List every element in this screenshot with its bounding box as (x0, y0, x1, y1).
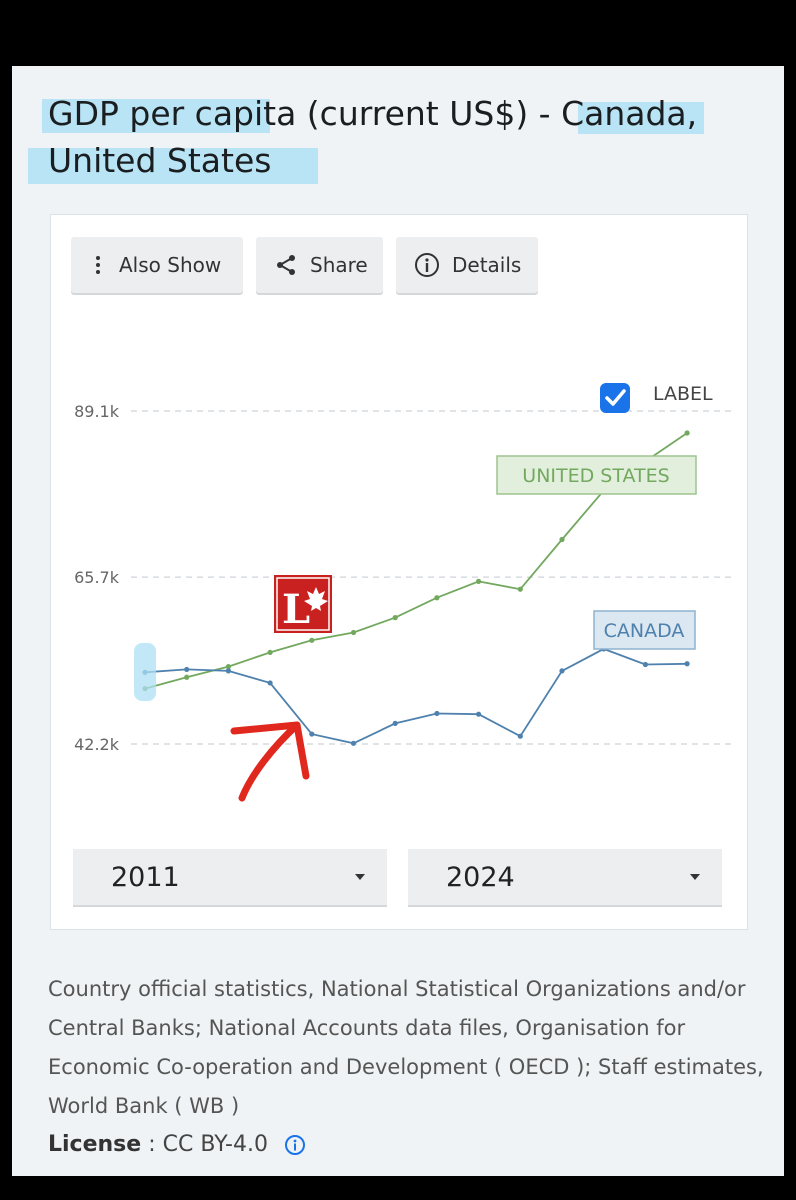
data-point-canada[interactable] (184, 666, 190, 673)
data-point-canada[interactable] (267, 680, 273, 686)
title-highlight (28, 148, 318, 184)
series-label-us-text: UNITED STATES (522, 465, 669, 487)
logo-overlay: L (274, 575, 332, 633)
data-point-canada[interactable] (684, 661, 690, 667)
data-point-united-states[interactable] (517, 586, 523, 592)
data-point-united-states[interactable] (184, 674, 190, 680)
y-tick-label: 65.7k (74, 568, 120, 587)
dropdown-caret-icon (355, 874, 365, 880)
start-year-value: 2011 (111, 861, 180, 893)
share-label: Share (310, 253, 368, 277)
title-block: GDP per capita (current US$) - Canada, U… (28, 90, 748, 184)
share-button[interactable]: Share (256, 237, 383, 293)
data-point-canada[interactable] (350, 740, 357, 746)
data-point-united-states[interactable] (225, 664, 231, 670)
line-chart: 89.1k 65.7k 42.2k LABEL UNITED STATES CANA… (74, 383, 733, 802)
data-point-united-states[interactable] (684, 430, 690, 436)
data-point-united-states[interactable] (559, 536, 565, 543)
license-line: License : CC BY-4.0 (48, 1132, 306, 1157)
y-tick-label: 42.2k (74, 735, 120, 754)
data-point-canada[interactable] (434, 710, 440, 717)
data-point-united-states[interactable] (476, 578, 482, 585)
end-year-value: 2024 (446, 861, 515, 893)
also-show-button[interactable]: Also Show (71, 237, 243, 293)
chart-card: Also Show Share Details 89.1k 65.7k 42.2k (50, 214, 748, 930)
maple-leaf-icon (304, 587, 328, 611)
details-label: Details (452, 253, 522, 277)
start-highlight (134, 643, 156, 701)
info-icon (415, 253, 439, 277)
data-point-united-states[interactable] (267, 649, 273, 656)
data-point-canada[interactable] (392, 720, 398, 727)
title-line-2: United States (48, 141, 272, 180)
data-point-united-states[interactable] (309, 637, 315, 643)
license-separator: : (141, 1132, 163, 1157)
title-line-1: GDP per capita (current US$) - Canada, (48, 94, 698, 133)
series-line-united-states (144, 432, 688, 690)
license-value: CC BY-4.0 (162, 1132, 268, 1157)
series-label-us: UNITED STATES (496, 455, 697, 495)
annotation-arrow (230, 721, 310, 802)
page-title: GDP per capita (current US$) - Canada, U… (48, 90, 748, 184)
label-toggle[interactable]: LABEL (600, 383, 713, 413)
check-icon (605, 389, 626, 406)
data-point-canada[interactable] (476, 711, 482, 717)
license-label: License (48, 1132, 142, 1157)
share-icon (277, 255, 295, 275)
series-line-canada (144, 647, 688, 745)
dropdown-caret-icon (690, 874, 700, 880)
logo-letter: L (282, 586, 310, 633)
data-point-canada[interactable] (642, 661, 649, 668)
data-point-canada[interactable] (559, 668, 565, 674)
details-button[interactable]: Details (396, 237, 538, 293)
y-tick-label: 89.1k (74, 402, 120, 421)
start-year-select[interactable]: 2011 (73, 849, 387, 905)
license-info-icon[interactable] (284, 1134, 306, 1156)
data-point-canada[interactable] (225, 668, 231, 674)
label-toggle-text: LABEL (653, 383, 713, 405)
end-year-select[interactable]: 2024 (408, 849, 722, 905)
source-text: Country official statistics, National St… (48, 977, 764, 1118)
series-label-canada: CANADA (593, 610, 696, 650)
data-point-united-states[interactable] (392, 615, 398, 621)
title-highlight (578, 102, 704, 134)
checkbox-checked[interactable] (600, 383, 630, 413)
more-vertical-icon (96, 256, 100, 274)
data-point-united-states[interactable] (434, 595, 440, 601)
data-point-canada[interactable] (309, 731, 315, 737)
title-highlight (42, 99, 270, 133)
page: GDP per capita (current US$) - Canada, U… (12, 66, 784, 1176)
data-point-canada[interactable] (517, 733, 523, 739)
also-show-label: Also Show (119, 253, 222, 277)
series-label-canada-text: CANADA (604, 620, 685, 642)
data-point-united-states[interactable] (350, 629, 357, 636)
